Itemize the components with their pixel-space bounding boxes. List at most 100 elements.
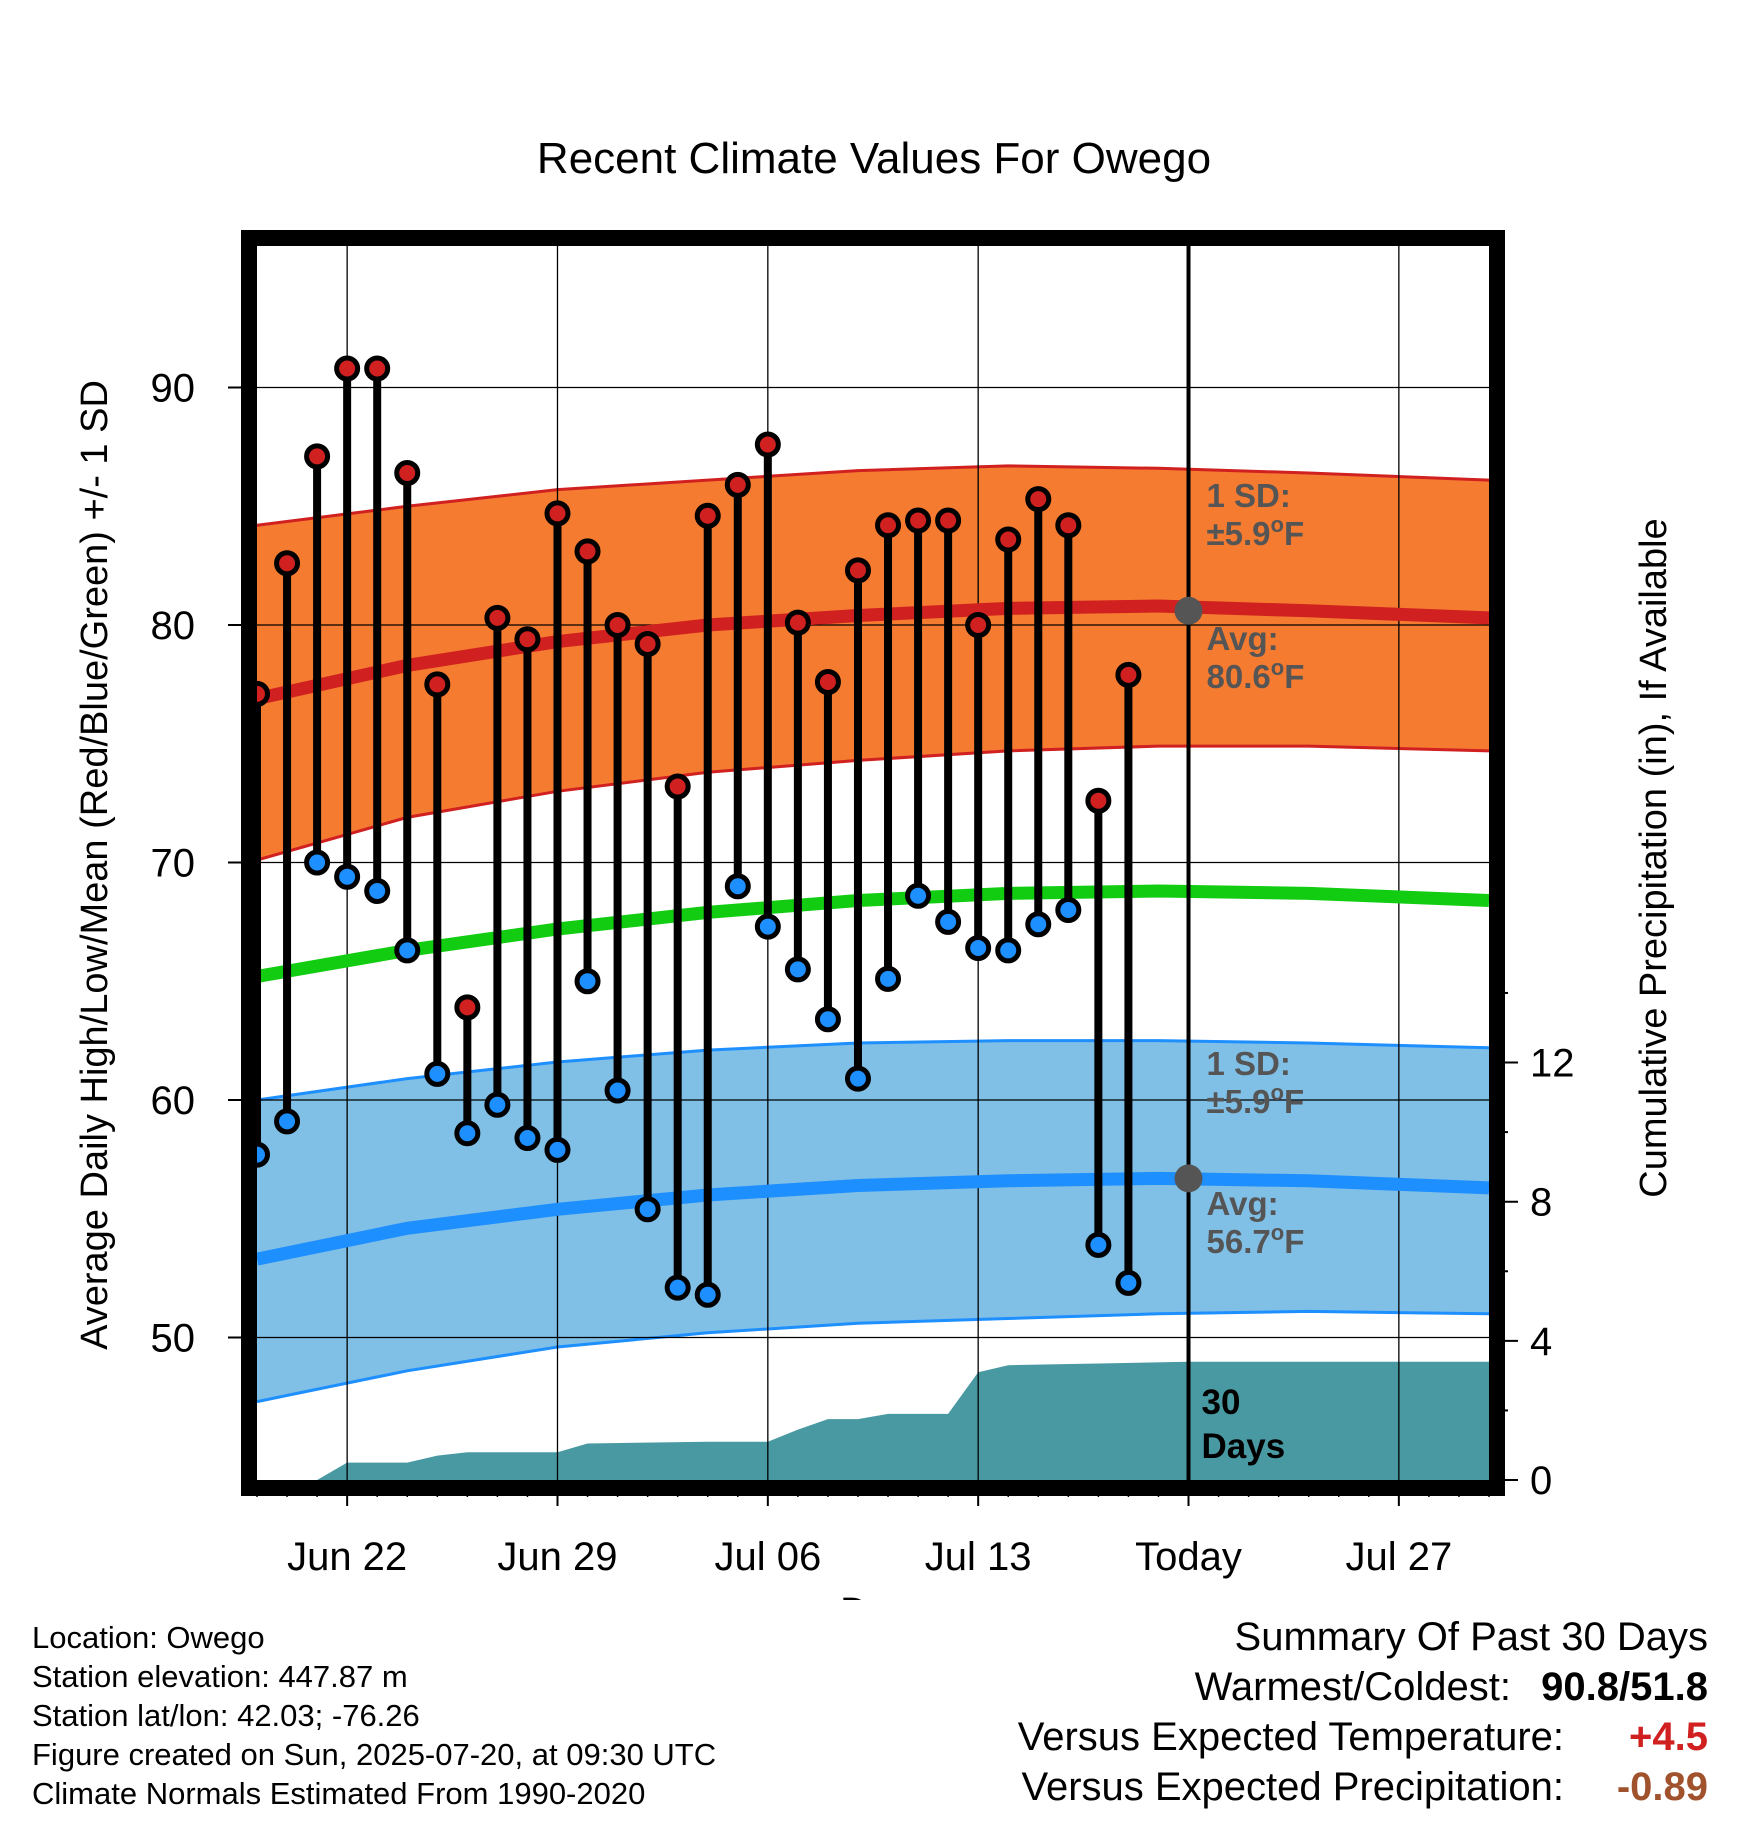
low-avg-label: Avg:: [1207, 1185, 1279, 1222]
low-point: [304, 849, 331, 876]
low-point: [724, 873, 751, 900]
figure-created: Figure created on Sun, 2025-07-20, at 09…: [32, 1737, 717, 1772]
y-right-tick-label: 0: [1530, 1459, 1552, 1503]
y-right-tick-label: 4: [1530, 1320, 1552, 1364]
high-point: [514, 626, 541, 653]
low-point: [514, 1125, 541, 1151]
low-point: [574, 968, 601, 995]
low-point: [995, 937, 1022, 964]
low-point: [754, 913, 781, 940]
high-sd-label: 1 SD:: [1207, 477, 1291, 514]
high-point: [784, 609, 811, 636]
high-point: [394, 460, 421, 486]
low-point: [634, 1196, 661, 1223]
high-point: [965, 612, 992, 638]
summary-warm-cold: Warmest/Coldest: 90.8/51.8: [1018, 1662, 1708, 1712]
high-point: [274, 550, 301, 577]
high-point: [604, 612, 631, 638]
climate-normals-note: Climate Normals Estimated From 1990-2020: [32, 1776, 646, 1811]
low-point: [544, 1136, 571, 1163]
high-point: [694, 502, 721, 529]
summary-heading: Summary Of Past 30 Days: [1234, 1615, 1708, 1659]
low-point: [965, 935, 992, 961]
high-sd-upper-edge: [257, 464, 1489, 527]
station-info: Location: Owego Station elevation: 447.8…: [32, 1618, 716, 1813]
normal-mean-line: [257, 884, 1489, 983]
high-point: [1085, 787, 1112, 814]
low-point: [875, 965, 902, 992]
high-point: [484, 604, 511, 631]
low-point: [694, 1281, 721, 1308]
low-point: [935, 908, 962, 935]
y-axis-label-left: Average Daily High/Low/Mean (Red/Blue/Gr…: [74, 380, 116, 1350]
x-axis-label: Day: [840, 1591, 908, 1600]
high-point: [424, 671, 451, 698]
low-point: [394, 937, 421, 964]
high-point: [935, 507, 962, 534]
high-point: [257, 680, 270, 707]
precip-value: -0.89: [1616, 1765, 1708, 1809]
low-point: [364, 878, 391, 904]
high-point: [574, 538, 601, 565]
high-sd-band: [257, 465, 1489, 861]
high-point: [544, 500, 571, 527]
low-sd-lower-edge: [257, 1309, 1489, 1404]
high-avg-value: 80.6oF: [1207, 655, 1305, 695]
precip-area: [317, 1361, 1489, 1480]
days-label: Days: [1202, 1427, 1286, 1466]
high-point: [1115, 661, 1142, 688]
warm-cold-value: 90.8/51.8: [1541, 1665, 1708, 1709]
station-elevation: Station elevation: 447.87 m: [32, 1659, 408, 1694]
low-point: [905, 882, 932, 909]
low-point: [484, 1091, 511, 1118]
high-point: [334, 355, 361, 382]
high-point: [844, 557, 871, 584]
axes: 50 60 70 80 90 0 4 8 12 Jun 22 Jun 29 Jul 06 Jul 13 T…: [151, 230, 1575, 1579]
low-sd-band: [257, 1040, 1489, 1402]
normal-low-line: [257, 1171, 1489, 1266]
chart-title: Recent Climate Values For Owego: [537, 134, 1211, 183]
temp-value: +4.5: [1629, 1715, 1708, 1759]
low-point: [454, 1120, 481, 1147]
warm-cold-label: Warmest/Coldest:: [1194, 1665, 1511, 1709]
temp-label: Versus Expected Temperature:: [1017, 1715, 1564, 1759]
today-low-marker: [1174, 1164, 1203, 1193]
low-point: [257, 1141, 270, 1168]
low-point: [814, 1006, 841, 1033]
high-sd-value: ±5.9oF: [1207, 512, 1305, 552]
high-point: [364, 355, 391, 382]
high-point: [454, 994, 481, 1021]
y-tick-label: 80: [151, 604, 196, 648]
x-tick-label: Jun 22: [287, 1535, 407, 1579]
low-point: [604, 1077, 631, 1104]
low-point: [274, 1108, 301, 1135]
high-point: [754, 431, 781, 458]
x-tick-label: Jun 29: [497, 1535, 617, 1579]
low-sd-value: ±5.9oF: [1207, 1080, 1305, 1120]
y-right-tick-label: 12: [1530, 1042, 1575, 1086]
x-tick-label: Jul 13: [925, 1535, 1032, 1579]
y-axis-label-right: Cumulative Precipitation (in), If Availa…: [1633, 518, 1675, 1197]
low-point: [1025, 911, 1052, 938]
y-tick-label: 90: [151, 367, 196, 411]
high-point: [995, 526, 1022, 553]
today-high-marker: [1174, 596, 1203, 625]
x-tick-label: Jul 06: [714, 1535, 821, 1579]
high-point: [814, 669, 841, 695]
high-point: [724, 471, 751, 498]
precip-label: Versus Expected Precipitation:: [1021, 1765, 1564, 1809]
low-point: [844, 1065, 871, 1092]
high-point: [634, 631, 661, 657]
x-tick-label: Today: [1135, 1535, 1242, 1579]
low-sd-label: 1 SD:: [1207, 1045, 1291, 1082]
high-point: [905, 507, 932, 534]
summary-temp: Versus Expected Temperature: +4.5: [1018, 1712, 1708, 1762]
y-tick-label: 60: [151, 1079, 196, 1123]
low-point: [1055, 897, 1082, 923]
low-point: [784, 956, 811, 983]
y-tick-label: 70: [151, 842, 196, 886]
y-right-tick-label: 8: [1530, 1181, 1552, 1225]
low-point: [424, 1060, 451, 1087]
high-point: [1025, 486, 1052, 513]
